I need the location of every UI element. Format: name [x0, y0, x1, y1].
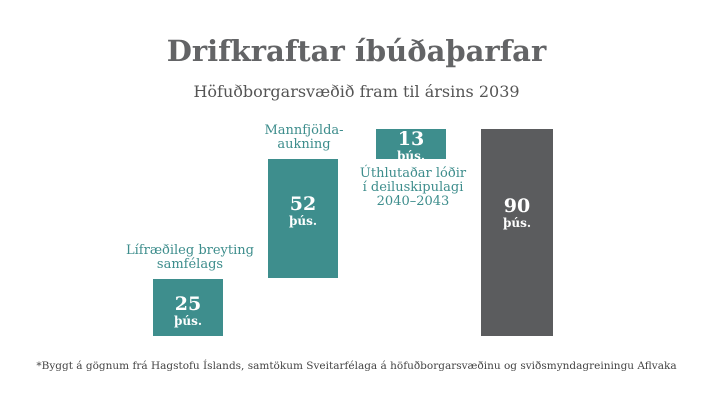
bar-value-number: 13	[397, 128, 425, 151]
bar-value-number: 90	[503, 195, 531, 218]
bar-value-number: 52	[289, 192, 317, 215]
bar-category-label: Úthlutaðar lóðir í deiluskipulagi 2040–204…	[348, 165, 478, 210]
bar-value-label: 25 þús.	[153, 292, 223, 328]
bar-value-unit: þús.	[502, 216, 532, 231]
bar-category-label-line: 2040–2043	[376, 194, 450, 210]
bar-category-label-line: samfélags	[156, 256, 224, 272]
bar-4: 90 þús.	[481, 129, 553, 336]
bar-value-label: 13 þús.	[376, 130, 446, 163]
bar-value-label: 90 þús.	[481, 195, 553, 231]
bar-category-label: Lífræðileg breyting samfélags	[115, 242, 265, 273]
bar-category-label-line: í deiluskipulagi	[362, 180, 464, 196]
bar-value-unit: þús.	[396, 149, 426, 164]
bar-1: 25 þús.	[153, 278, 223, 336]
bar-3: 13 þús.	[376, 129, 446, 163]
chart-title: Drifkraftar íbúðaþarfar	[166, 34, 547, 68]
bar-value-label: 52 þús.	[268, 192, 338, 228]
bar-category-label-line: Lífræðileg breyting	[126, 242, 254, 258]
bar-value-unit: þús.	[173, 313, 203, 328]
bar-category-label: Mannfjölda-aukning	[250, 122, 358, 153]
bar-2: 52 þús.	[268, 158, 338, 279]
footnote: *Byggt á gögnum frá Hagstofu Íslands, sa…	[36, 360, 677, 372]
bar-value-unit: þús.	[288, 213, 318, 228]
chart-subtitle: Höfuðborgarsvæðið fram til ársins 2039	[193, 82, 520, 101]
bar-category-label-line: Mannfjölda-	[264, 122, 344, 138]
bar-value-number: 25	[174, 292, 202, 315]
bar-category-label-line: aukning	[277, 137, 331, 153]
bar-category-label-line: Úthlutaðar lóðir	[359, 165, 467, 181]
